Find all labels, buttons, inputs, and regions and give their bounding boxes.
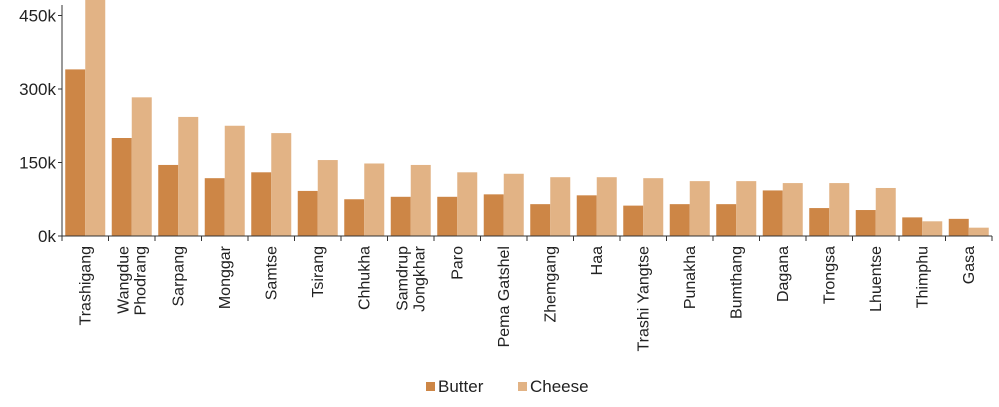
y-axis: 0k150k300k450k600k [19, 5, 63, 246]
bar-butter [204, 178, 225, 236]
x-tick-label: Sarpang [170, 246, 187, 307]
bars [65, 0, 989, 237]
bar-butter [390, 196, 411, 236]
x-tick-label-line: Punakha [682, 246, 699, 309]
bar-cheese [317, 160, 338, 236]
x-axis: Trashigang WangduePhodrang Sarpang Monggar S… [61, 235, 993, 352]
x-tick-label-line: Trashi Yangtse [635, 246, 652, 352]
bar-butter [716, 204, 737, 236]
bar-cheese [224, 125, 245, 236]
x-tick-label-line: Lhuentse [868, 246, 885, 312]
x-tick-label-line: Gasa [961, 246, 978, 284]
bar-butter [623, 205, 644, 236]
x-tick-label-line: Chhukha [356, 246, 373, 310]
x-tick-label: Chhukha [356, 246, 373, 310]
bar-cheese [968, 227, 989, 236]
x-tick-label-line: Thimphu [914, 246, 931, 308]
bar-butter [158, 164, 179, 236]
x-tick-label-line: Bumthang [728, 246, 745, 319]
bar-butter [669, 204, 690, 236]
x-tick-label-line: Samdrup [394, 246, 411, 311]
bar-butter [948, 218, 969, 236]
x-tick-label-line: Pema Gatshel [496, 246, 513, 347]
x-tick-label-line: Paro [449, 246, 466, 280]
x-tick-label: Pema Gatshel [496, 246, 513, 347]
bar-butter [809, 208, 830, 236]
x-tick-label: Samtse [263, 246, 280, 300]
bar-butter [762, 190, 783, 236]
bar-cheese [410, 164, 431, 236]
bar-cheese [643, 178, 664, 236]
x-tick-label: WangduePhodrang [115, 246, 149, 315]
x-tick-label: Trongsa [821, 246, 838, 304]
bar-cheese [875, 187, 896, 236]
x-tick-label: Bumthang [728, 246, 745, 319]
x-tick-label: Punakha [682, 246, 699, 309]
x-tick-label-line: Monggar [217, 245, 234, 309]
x-tick-label: Tsirang [310, 246, 327, 298]
x-tick-label: Thimphu [914, 246, 931, 308]
x-tick-label-line: Haa [589, 246, 606, 275]
x-tick-label-line: Sarpang [170, 246, 187, 307]
bar-cheese [271, 133, 292, 236]
x-tick-label: Lhuentse [868, 246, 885, 312]
bar-cheese [689, 181, 710, 236]
y-tick-label: 0k [38, 227, 56, 246]
bar-cheese [550, 177, 571, 236]
x-tick-label: Gasa [961, 246, 978, 284]
bar-butter [902, 217, 923, 236]
bar-cheese [829, 183, 850, 236]
bar-butter [251, 172, 272, 236]
y-tick-label: 150k [19, 154, 56, 173]
x-tick-label: Monggar [217, 245, 234, 309]
y-tick-label: 450k [19, 7, 56, 26]
x-tick-label-line: Tsirang [310, 246, 327, 298]
x-tick-label: Paro [449, 246, 466, 280]
bar-butter [576, 195, 597, 236]
x-tick-label: Trashigang [77, 246, 94, 325]
x-tick-label-line: Phodrang [132, 246, 149, 315]
legend-swatch-cheese [518, 382, 527, 391]
bar-cheese [503, 173, 524, 236]
x-tick-label: Dagana [775, 246, 792, 302]
bar-butter [111, 138, 132, 236]
x-tick-label: Zhemgang [542, 246, 559, 323]
bar-butter [344, 199, 365, 236]
bar-cheese [736, 181, 757, 236]
legend-swatch-butter [426, 382, 435, 391]
y-tick-label: 300k [19, 80, 56, 99]
bar-cheese [85, 0, 106, 237]
bar-butter [530, 204, 551, 236]
x-tick-label-line: Samtse [263, 246, 280, 300]
bar-cheese [457, 172, 478, 236]
x-tick-label-line: Jongkhar [411, 245, 428, 311]
bar-cheese [364, 163, 385, 236]
x-tick-label-line: Zhemgang [542, 246, 559, 323]
x-tick-label: Trashi Yangtse [635, 246, 652, 352]
legend: Butter Cheese [426, 377, 589, 396]
legend-label-butter: Butter [438, 377, 484, 396]
bar-butter [65, 69, 86, 237]
x-tick-label-line: Trashigang [77, 246, 94, 325]
x-tick-label-line: Dagana [775, 246, 792, 302]
bar-cheese [131, 97, 152, 236]
bar-butter [297, 190, 318, 236]
x-tick-label-line: Trongsa [821, 246, 838, 304]
x-tick-label: SamdrupJongkhar [394, 245, 428, 311]
bar-butter [855, 210, 876, 236]
bar-cheese [922, 221, 943, 236]
x-tick-label-line: Wangdue [115, 246, 132, 314]
legend-label-cheese: Cheese [530, 377, 589, 396]
bar-cheese [596, 177, 617, 236]
x-tick-label: Haa [589, 246, 606, 275]
bar-butter [437, 196, 458, 236]
bar-butter [483, 194, 504, 236]
bar-cheese [782, 183, 803, 236]
bar-cheese [178, 116, 199, 236]
